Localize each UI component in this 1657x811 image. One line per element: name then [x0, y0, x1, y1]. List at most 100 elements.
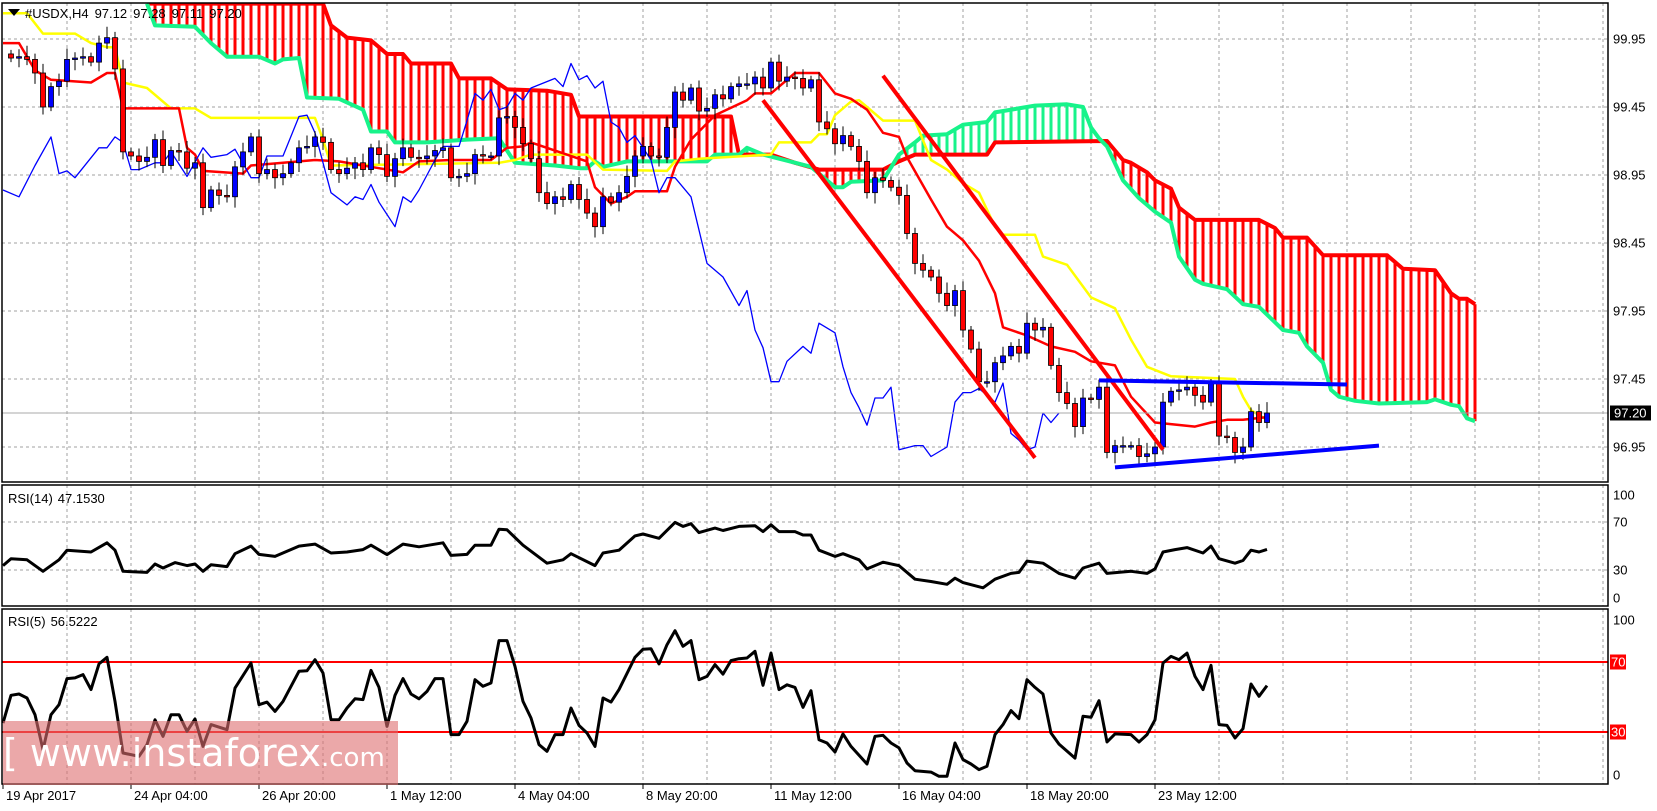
candle-body [720, 94, 726, 100]
time-tick-label: 23 May 12:00 [1158, 788, 1237, 803]
candle-body [536, 158, 542, 194]
price-tick-label: 98.95 [1613, 167, 1646, 183]
tenkan-line [3, 41, 1268, 428]
candle-body [1072, 403, 1078, 428]
watermark-site: www.instaforex [29, 731, 321, 775]
candle-body [864, 160, 870, 194]
grid [2, 3, 1608, 789]
candle-body [1176, 389, 1182, 392]
candle-body [704, 107, 710, 112]
candle-body [664, 127, 670, 158]
candle-body [168, 150, 174, 166]
candle-body [856, 146, 862, 162]
watermark-logo: [ www.instaforex.com ] [3, 721, 398, 785]
candle-body [1024, 322, 1030, 354]
candle-body [152, 139, 158, 158]
candle-body [472, 154, 478, 175]
candle-body [528, 143, 534, 160]
candle-body [448, 147, 454, 179]
candle-body [72, 57, 78, 60]
price-tick-label: 97.45 [1613, 371, 1646, 387]
candle-body [216, 189, 222, 196]
candle-body [928, 269, 934, 278]
price-tick-label: 96.95 [1613, 439, 1646, 455]
candle-body [32, 59, 38, 74]
channel-trendline [881, 74, 1165, 451]
candle-body [568, 184, 574, 200]
candle-body [224, 194, 230, 198]
candle-body [1216, 382, 1222, 437]
candle-body [80, 56, 86, 59]
candle-body [400, 147, 406, 160]
candle-body [1136, 445, 1142, 457]
panel-borders [1, 2, 1609, 785]
candle-body [264, 169, 270, 175]
candle-body [392, 158, 398, 177]
candle-body [456, 175, 462, 179]
candle-body [200, 162, 206, 209]
candle-body [712, 94, 718, 109]
candle-body [352, 162, 358, 169]
candle-body [624, 175, 630, 194]
candle-body [672, 91, 678, 128]
rsi14-panel [2, 520, 1268, 590]
high-price: 97.28 [133, 6, 166, 21]
candle-body [616, 192, 622, 203]
candle-body [648, 146, 654, 157]
candle-body [576, 184, 582, 200]
candle-body [1056, 364, 1062, 393]
rsi5-level-30: 30 [1610, 724, 1627, 740]
candle-body [952, 290, 958, 306]
candle-body [640, 146, 646, 157]
candle-body [1184, 386, 1190, 391]
candle-body [696, 87, 702, 112]
candle-body [792, 76, 798, 79]
candle-body [176, 150, 182, 153]
candle-body [40, 72, 46, 108]
low-price: 97.11 [171, 6, 204, 21]
candle-body [872, 177, 878, 194]
candle-body [1104, 386, 1110, 453]
candle-body [680, 91, 686, 101]
candle-body [192, 162, 198, 169]
candle-body [344, 167, 350, 175]
open-price: 97.12 [94, 6, 128, 21]
rsi14-name: RSI(14) [8, 491, 53, 506]
candle-body [840, 135, 846, 145]
candle-body [1144, 453, 1150, 457]
candle-body [16, 56, 22, 59]
candle-body [880, 177, 886, 181]
rsi5-tick-100: 100 [1613, 612, 1635, 628]
time-tick-label: 8 May 20:00 [646, 788, 718, 803]
candle-body [112, 37, 118, 70]
candle-body [240, 151, 246, 168]
candle-body [768, 61, 774, 89]
candle-body [832, 128, 838, 145]
candle-body [432, 150, 438, 157]
channel-trendline [761, 98, 1037, 460]
candle-body [944, 292, 950, 306]
candle-body [128, 151, 134, 157]
rsi14-value: 47.1530 [57, 491, 105, 506]
candle-body [320, 136, 326, 143]
candle-body [808, 79, 814, 89]
candle-body [1168, 390, 1174, 403]
candle-body [1112, 445, 1118, 453]
candle-body [1264, 412, 1270, 423]
candle-body [408, 147, 414, 158]
rsi14-line [2, 520, 1268, 590]
candle-body [752, 76, 758, 85]
candle-body [1192, 386, 1198, 396]
candle-body [376, 147, 382, 156]
chikou-line [2, 62, 1060, 458]
candle-body [656, 155, 662, 158]
candle-body [256, 136, 262, 175]
candle-body [104, 37, 110, 44]
candle-body [368, 147, 374, 170]
candle-body [1008, 345, 1014, 357]
candle-body [64, 59, 70, 82]
triangle-down-icon[interactable] [8, 9, 20, 16]
candle-body [464, 173, 470, 177]
candle-body [208, 189, 214, 209]
